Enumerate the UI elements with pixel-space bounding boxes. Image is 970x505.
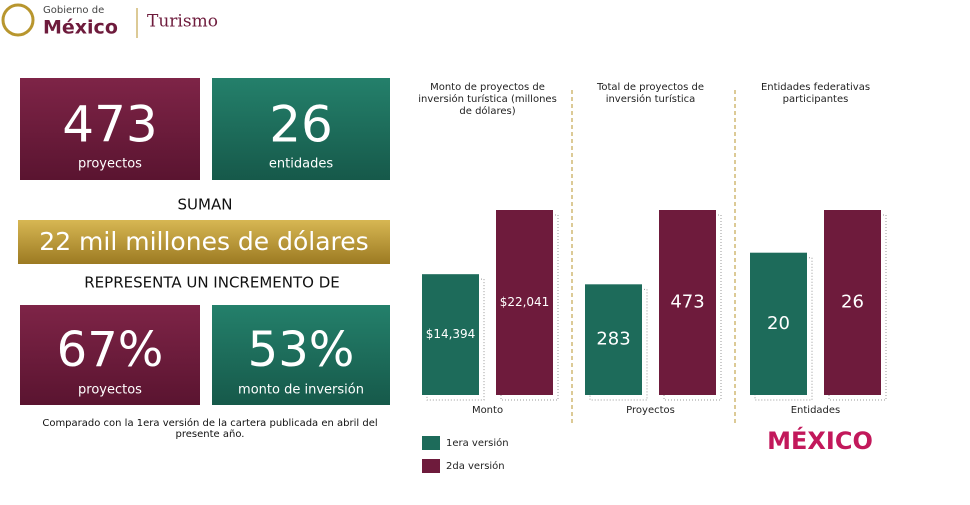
sum-label: SUMAN [178, 196, 233, 214]
category-label: Proyectos [626, 405, 675, 416]
chart-title-box: Monto de proyectos de inversión turístic… [418, 82, 557, 117]
gov-label: Gobierno de [43, 5, 104, 16]
stat-box [212, 305, 390, 405]
total-value: 22 mil millones de dólares [39, 227, 368, 256]
increase-label: REPRESENTA UN INCREMENTO DE [84, 274, 339, 292]
bar-shadow [663, 214, 722, 401]
bar-shadow [426, 278, 485, 401]
stat-label: monto de inversión [238, 383, 364, 398]
value-label: $14,394 [426, 327, 476, 341]
stat-box [20, 305, 200, 405]
value-label: 26 [841, 292, 864, 313]
category-label: Entidades [791, 405, 841, 416]
chart-title: Monto de proyectos de inversión turístic… [418, 82, 557, 117]
stat-box [212, 78, 390, 180]
bar [496, 210, 553, 395]
stat-box [20, 78, 200, 180]
bar-shadow [828, 214, 887, 401]
stat-value: 473 [62, 96, 157, 154]
bar [750, 252, 807, 395]
legend-label: 1era versión [446, 437, 509, 449]
bar [659, 210, 716, 395]
legend-swatch [422, 459, 440, 473]
emblem [1, 3, 35, 37]
note: Comparado con la 1era versión de la cart… [42, 418, 378, 440]
value-label: 473 [670, 292, 704, 313]
chart-title-box: Entidades federativas participantes [760, 82, 871, 105]
value-label: 283 [596, 329, 630, 350]
stat-label: entidades [269, 157, 333, 172]
chart-title: Entidades federativas participantes [760, 82, 871, 105]
bar [422, 274, 479, 395]
bar [824, 210, 881, 395]
note-box: Comparado con la 1era versión de la cart… [42, 418, 378, 440]
ministry-label: Turismo [147, 12, 218, 32]
total-box [18, 220, 390, 264]
category-label: Monto [472, 405, 503, 416]
stat-value: 53% [248, 322, 355, 378]
bar [585, 284, 642, 395]
stat-label: proyectos [78, 157, 142, 172]
stat-value: 26 [269, 96, 333, 154]
logo: MÉXICO [767, 426, 873, 455]
bar-shadow [500, 214, 559, 401]
chart-title: Total de proyectos de inversión turístic… [596, 82, 705, 105]
legend-label: 2da versión [446, 460, 505, 472]
stat-label: proyectos [78, 383, 142, 398]
chart-title-box: Total de proyectos de inversión turístic… [596, 82, 705, 105]
value-label: 20 [767, 313, 790, 334]
country-label: México [43, 17, 118, 39]
value-label: $22,041 [500, 295, 550, 309]
stat-value: 67% [57, 322, 164, 378]
legend-swatch [422, 436, 440, 450]
